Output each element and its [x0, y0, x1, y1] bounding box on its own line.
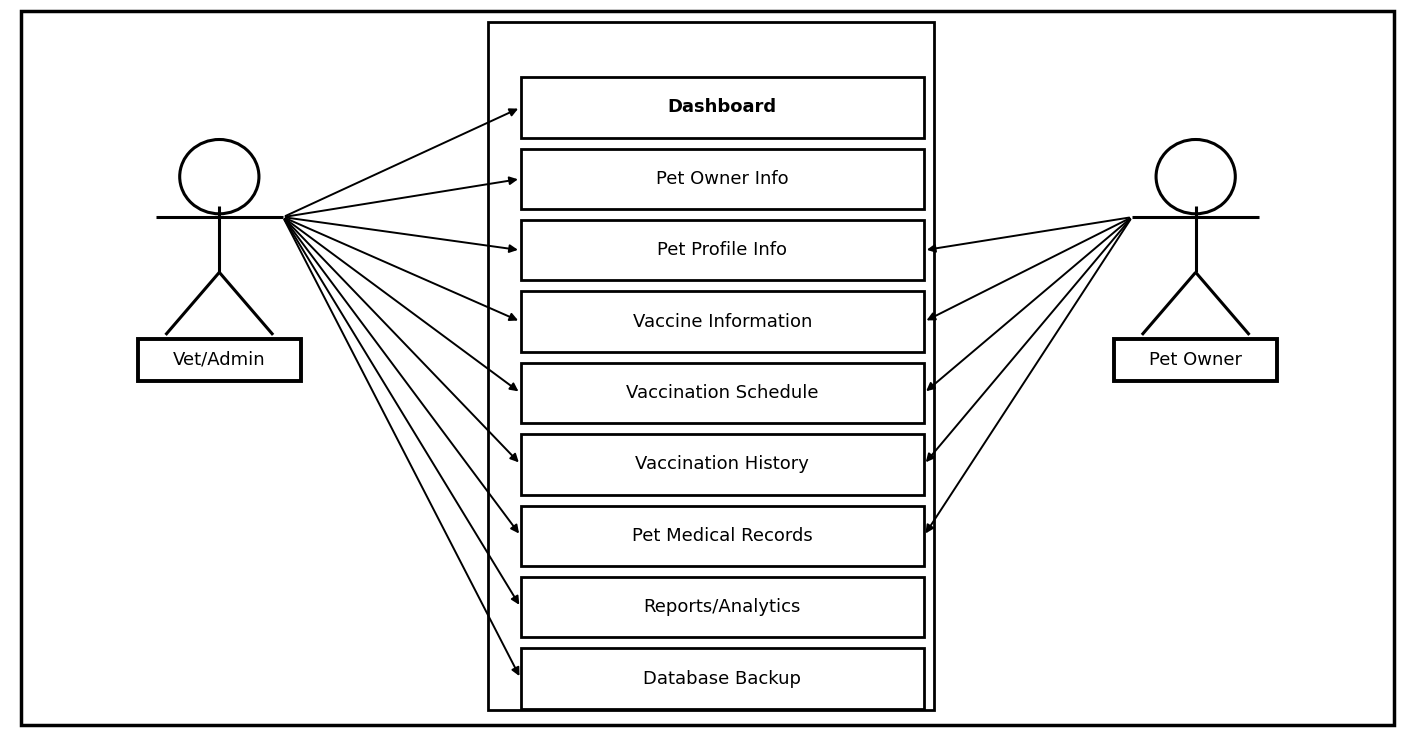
Text: Vaccine Information: Vaccine Information — [633, 313, 812, 330]
Text: Dashboard: Dashboard — [668, 99, 777, 116]
Bar — [521, 506, 924, 566]
Bar — [521, 77, 924, 138]
Bar — [521, 648, 924, 709]
Bar — [521, 434, 924, 495]
Bar — [521, 149, 924, 209]
Text: Pet Owner Info: Pet Owner Info — [657, 170, 788, 188]
Text: Database Backup: Database Backup — [644, 670, 801, 687]
Bar — [521, 363, 924, 423]
Text: Reports/Analytics: Reports/Analytics — [644, 598, 801, 616]
Text: Pet Medical Records: Pet Medical Records — [633, 527, 812, 545]
Ellipse shape — [180, 140, 259, 213]
Bar — [488, 22, 934, 710]
Text: Pet Owner: Pet Owner — [1149, 351, 1242, 369]
Text: Vaccination Schedule: Vaccination Schedule — [625, 384, 819, 402]
Text: Vaccination History: Vaccination History — [635, 456, 809, 473]
Bar — [521, 577, 924, 637]
Bar — [521, 220, 924, 280]
Ellipse shape — [1156, 140, 1235, 213]
Bar — [1115, 339, 1276, 381]
Bar — [139, 339, 300, 381]
Text: Pet Profile Info: Pet Profile Info — [658, 241, 787, 259]
Text: Vet/Admin: Vet/Admin — [173, 351, 266, 369]
Bar — [521, 291, 924, 352]
